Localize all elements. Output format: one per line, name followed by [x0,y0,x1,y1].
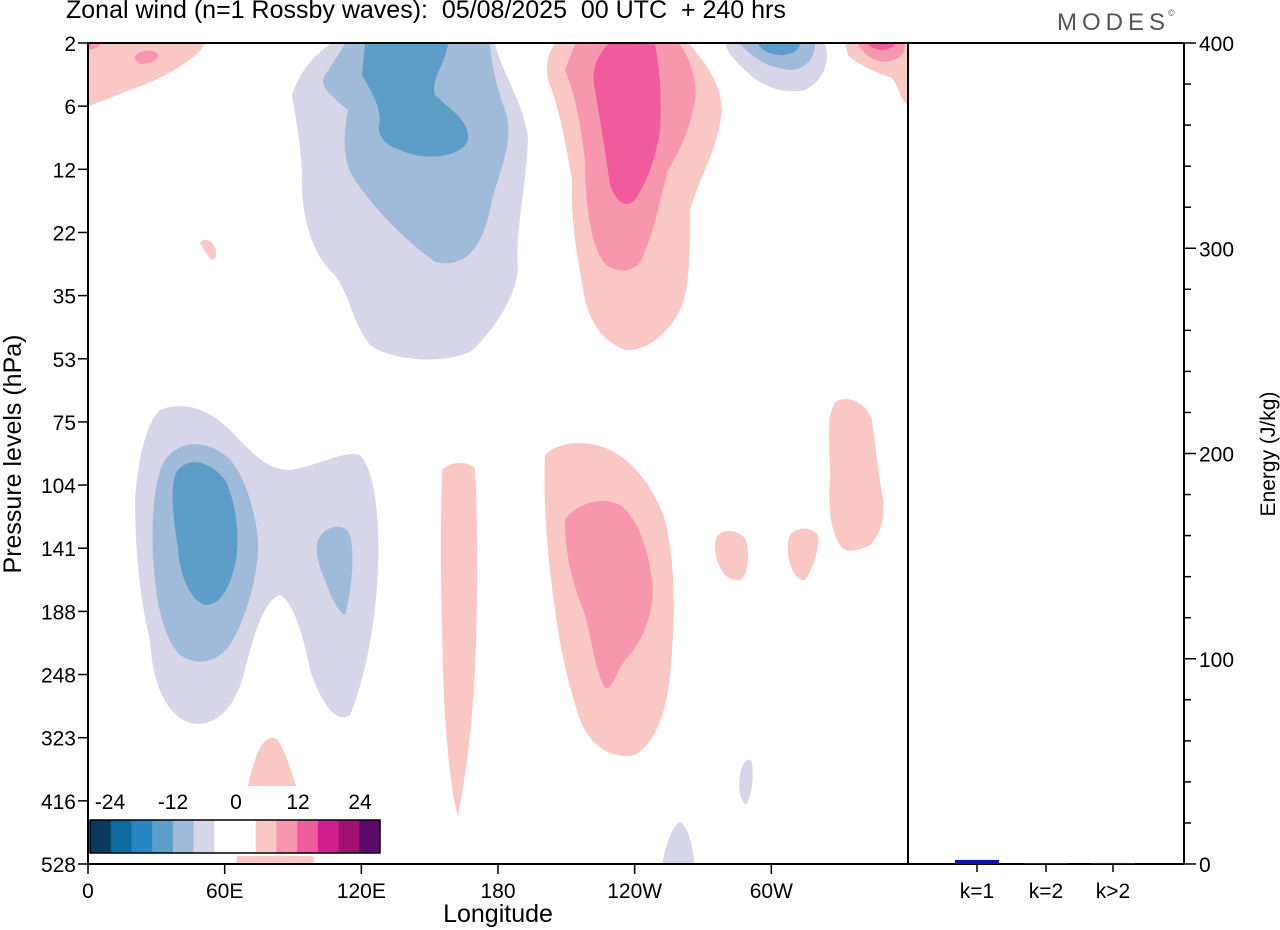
energy-tick-label: 300 [1199,238,1234,261]
colorbar-swatch [90,820,112,853]
y-tick-label: 323 [41,728,76,751]
x-tick-label: 0 [82,880,94,903]
y-tick-label: 53 [53,349,76,372]
contour-top-right-negative-strong [758,44,800,56]
colorbar-label: 12 [286,791,309,814]
x-tick-label: 60E [206,880,243,903]
colorbar-swatch [338,820,360,853]
contour-field [88,44,908,864]
x-tick-label: 120W [607,880,662,903]
contour-top-left-positive-light [88,44,205,106]
energy-tick-label: 400 [1199,33,1234,56]
colorbar-swatch [193,820,215,853]
colorbar-swatch [110,820,132,853]
colorbar-labels: -24 -12 0 12 24 [95,791,372,814]
contour-top-right-positive-strong [868,44,895,50]
contour-top-right-positive-medium [858,44,905,62]
logo-mark: © [1168,8,1175,18]
colorbar-label: -24 [95,791,126,814]
y-axis-title: Pressure levels (hPa) [0,335,27,574]
y-tick-label: 416 [41,791,76,814]
colorbar-swatch [235,820,257,853]
colorbar-swatch [131,820,153,853]
contour-lower-negative-medium-east [316,526,353,615]
logo-text: MODES [1057,9,1171,36]
y-tick-label: 188 [41,601,76,624]
energy-bar [1024,863,1068,864]
y-tick-label: 248 [41,665,76,688]
colorbar-swatch [214,820,236,853]
y-tick-label: 75 [53,412,76,435]
contour-small-positive-blob [200,239,217,260]
contour-top-left-positive-edge [88,44,100,50]
contour-bottom-negative-small [739,759,753,805]
colorbar-label: 0 [230,791,242,814]
colorbar-label: 24 [348,791,372,814]
y-tick-label: 2 [64,33,76,56]
energy-tick-label: 100 [1199,649,1234,672]
contour-positive-blob-far-east [829,399,884,551]
contour-top-left-positive-medium [134,50,159,64]
energy-axis-title: Energy (J/kg) [1257,392,1280,517]
bar-category-label: k=1 [960,880,994,903]
chart-title: Zonal wind (n=1 Rossby waves): 05/08/202… [66,0,786,24]
x-tick-label: 180 [480,880,515,903]
contour-narrow-positive-band [440,462,478,815]
contour-lower-negative-strong [172,462,238,605]
colorbar-swatch [317,820,340,853]
contour-lower-positive-medium [565,500,653,689]
contour-upper-negative-strong [362,44,469,157]
colorbar-swatch [359,820,381,853]
bar-category-label: k>2 [1096,880,1130,903]
energy-bar [1091,862,1135,864]
y-tick-label: 528 [41,854,76,877]
contour-top-right-negative-medium [740,44,815,70]
x-tick-label: 60W [750,880,793,903]
y-tick-label: 12 [53,159,76,182]
energy-bar [955,859,999,864]
y-tick-label: 6 [64,96,76,119]
x-tick-label: 120E [337,880,386,903]
bar-category-label: k=2 [1029,880,1063,903]
modes-logo: MODES© [1057,8,1175,37]
energy-tick-label: 200 [1199,444,1234,467]
y-axis: 2 6 12 22 35 53 75 104 141 188 248 323 416 528 [41,33,88,877]
y-tick-label: 22 [53,222,76,245]
energy-axis: 0 100 200 300 400 [1184,33,1234,877]
energy-tick-label: 0 [1199,854,1211,877]
y-tick-label: 35 [53,286,76,309]
contour-bottom-negative-edge [662,822,694,864]
x-axis-title: Longitude [443,900,553,928]
contour-upper-positive-strong [593,44,661,205]
colorbar-swatches [90,820,381,853]
colorbar-swatch [255,820,277,853]
contour-small-positive-blob-east-1 [714,530,748,581]
colorbar-swatch [297,820,319,853]
contour-small-positive-blob-east-2 [787,528,819,581]
colorbar-label: -12 [158,791,188,814]
y-tick-label: 141 [41,538,76,561]
colorbar-swatch [276,820,298,853]
y-tick-label: 104 [41,475,76,498]
colorbar-swatch [152,820,174,853]
colorbar: -24 -12 0 12 24 [80,786,387,856]
x-axis: 0 60E 120E 180 120W 60W [82,864,793,903]
energy-bars: k=1 k=2 k>2 [955,859,1135,903]
colorbar-swatch [172,820,195,853]
